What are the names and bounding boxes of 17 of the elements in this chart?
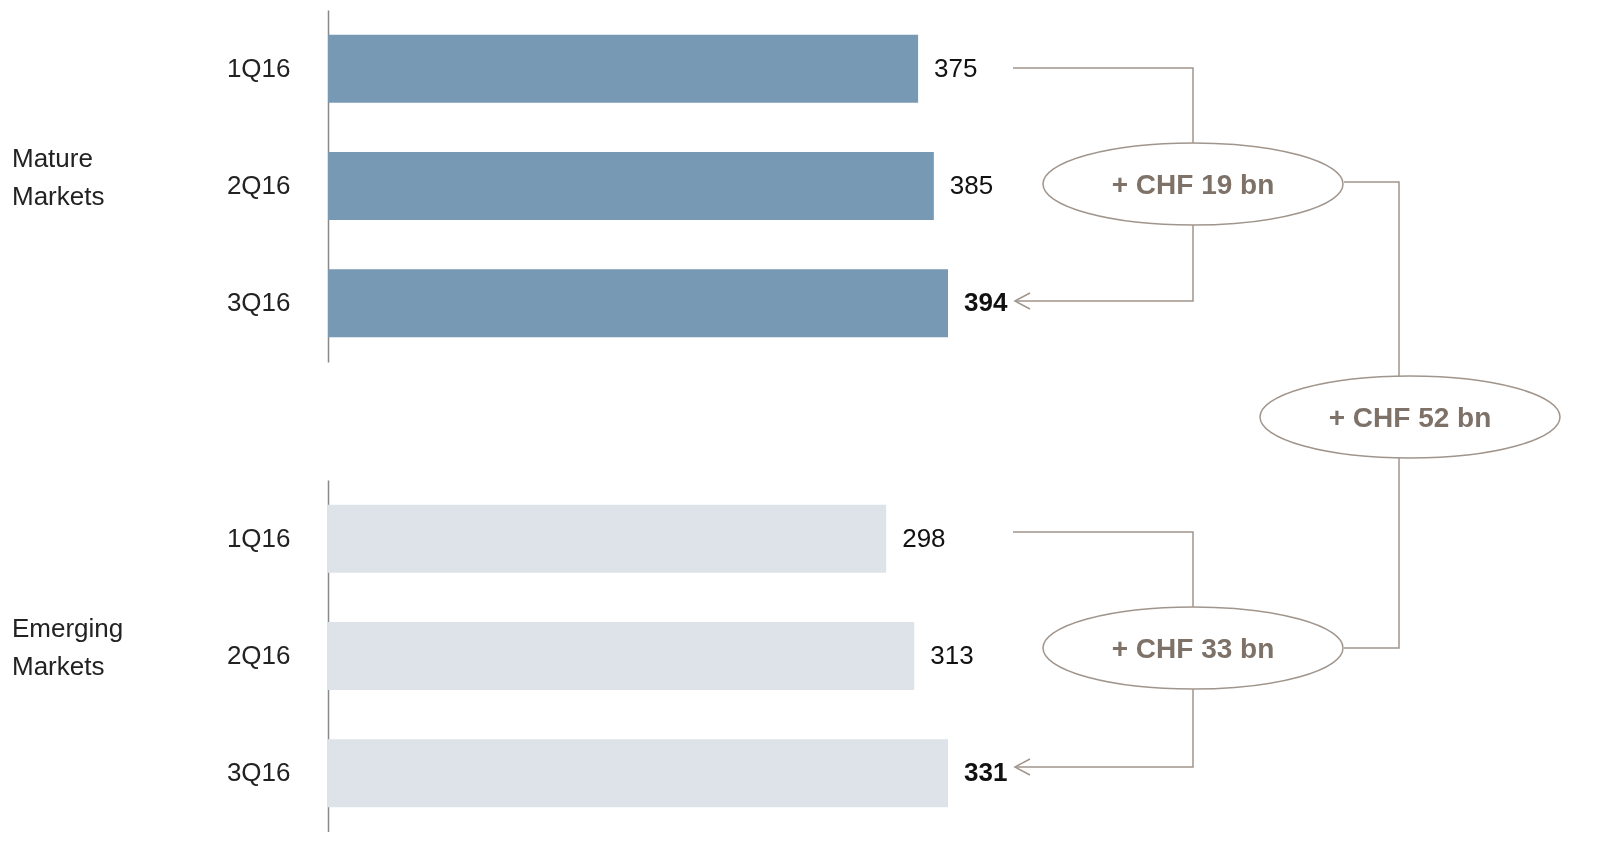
y-tick-label: 1Q16 — [226, 522, 291, 553]
y-axis-title: Emerging Markets — [12, 613, 124, 681]
data-label: 331 — [964, 757, 1008, 788]
y-tick-label: 2Q16 — [226, 170, 291, 200]
y-tick-label: 2Q16 — [226, 640, 291, 670]
text: + CHF 52 bn — [1328, 402, 1492, 433]
data-label: 394 — [964, 287, 1008, 318]
y-tick-label: 1Q16 — [226, 52, 291, 83]
y-tick-label: 3Q16 — [226, 287, 291, 318]
y-tick-label: 3Q16 — [226, 757, 291, 788]
text: + CHF 19 bn — [1111, 169, 1275, 200]
data-label: 375 — [934, 52, 978, 83]
data-label: 313 — [930, 640, 974, 670]
data-label: 298 — [902, 522, 946, 553]
data-label: 385 — [949, 170, 994, 200]
y-axis-title: Mature Markets — [12, 143, 105, 211]
text: + CHF 33 bn — [1111, 633, 1275, 664]
